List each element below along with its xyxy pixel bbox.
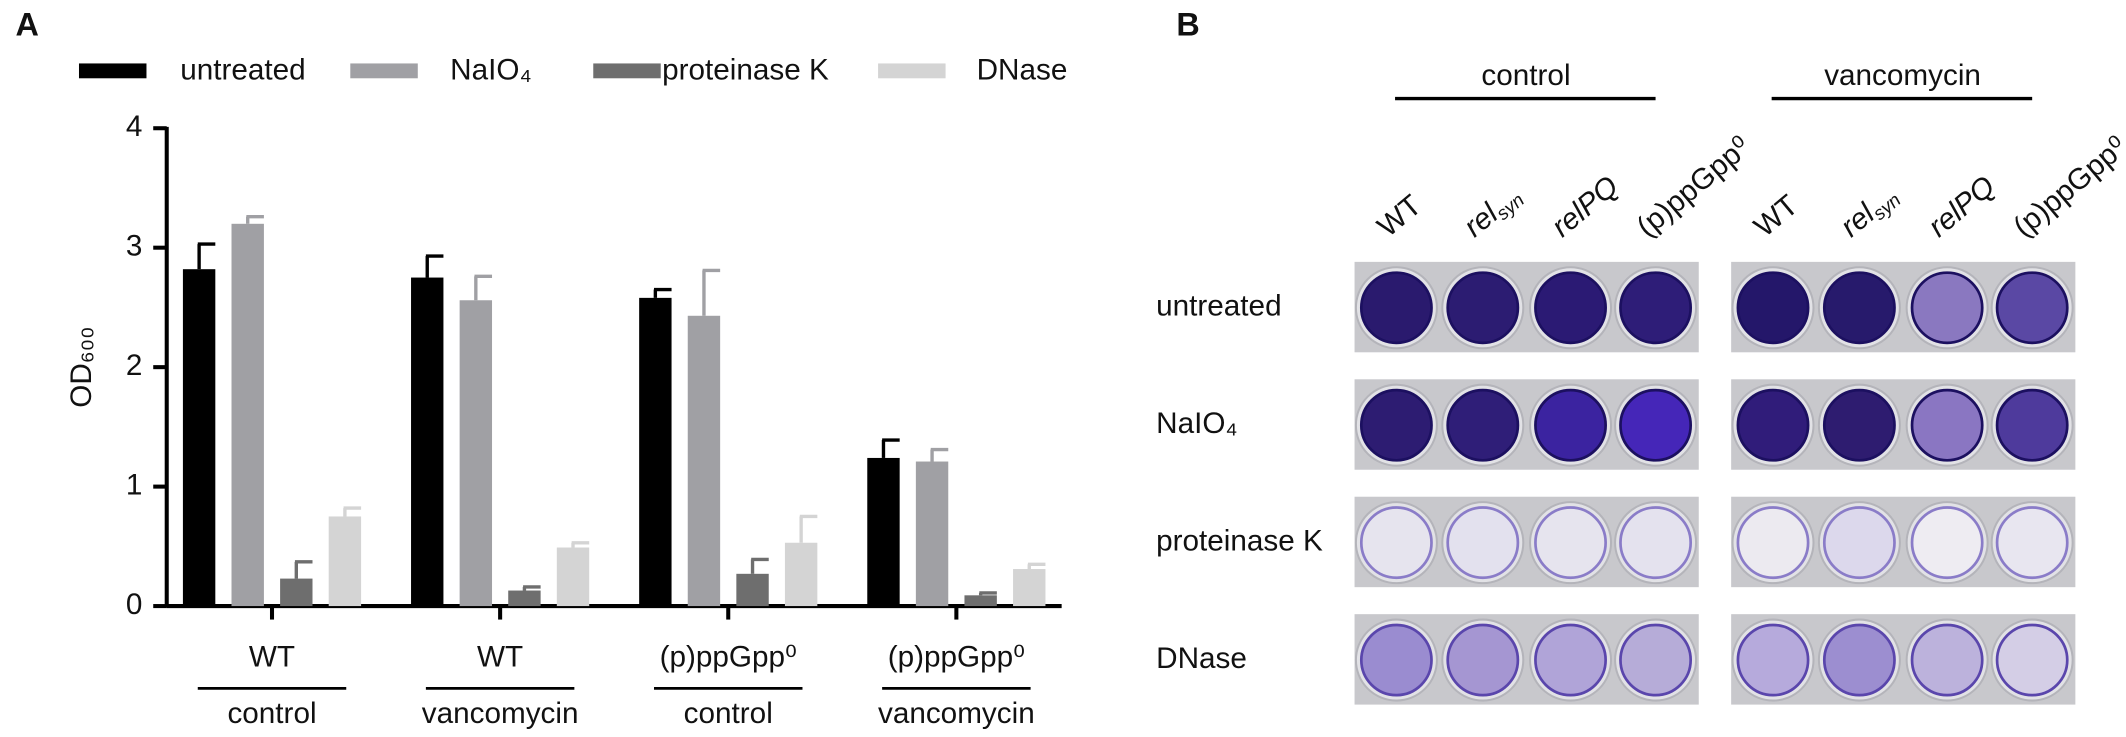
legend-label: NaIO₄	[450, 53, 531, 86]
bar	[867, 457, 900, 607]
well-stain	[1446, 271, 1520, 345]
well-stain	[1822, 623, 1896, 697]
column-label-text: (p)ppGpp⁰	[1630, 130, 1756, 244]
legend-label: untreated	[180, 53, 305, 86]
treatment-header: control	[1481, 59, 1570, 92]
column-label-text: (p)ppGpp⁰	[2007, 130, 2126, 244]
well-stain	[1736, 623, 1810, 697]
row-label: proteinase K	[1156, 524, 1323, 557]
y-tick-label: 2	[126, 349, 143, 382]
well-stain	[1995, 623, 2069, 697]
well-stain	[1736, 388, 1810, 462]
panel-label: A	[16, 7, 39, 43]
column-label: relPQ	[1545, 169, 1624, 243]
bar	[915, 461, 949, 607]
column-label: WT	[1748, 189, 1805, 244]
bar	[1013, 569, 1046, 607]
column-label-text: WT	[1371, 189, 1428, 244]
well-stain	[1910, 271, 1984, 345]
x-tick-label: WT	[249, 641, 295, 674]
well-stain	[1910, 506, 1984, 580]
row-label: untreated	[1156, 290, 1281, 323]
well-stain	[1619, 271, 1693, 345]
group-label: vancomycin	[422, 697, 579, 730]
bar	[459, 300, 493, 607]
well-stain	[1446, 623, 1520, 697]
well-stain	[1995, 271, 2069, 345]
well-stain	[1446, 506, 1520, 580]
panel-label: B	[1176, 7, 1199, 43]
row-label: DNase	[1156, 642, 1247, 675]
bar	[687, 315, 721, 607]
column-label-text: relPQ	[1545, 169, 1624, 243]
bar	[280, 578, 313, 607]
well-stain	[1736, 271, 1810, 345]
well-stain	[1822, 388, 1896, 462]
well-stain	[1619, 623, 1693, 697]
well-stain	[1534, 388, 1607, 462]
well-stain	[1359, 623, 1433, 697]
well-stain	[1995, 388, 2069, 462]
column-label: relsyn	[1834, 178, 1905, 246]
column-label-text: WT	[1748, 189, 1805, 244]
well-stain	[1446, 388, 1520, 462]
well-stain	[1822, 506, 1896, 580]
bar	[784, 542, 818, 607]
well-stain	[1619, 506, 1693, 580]
well-stain	[1910, 623, 1984, 697]
group-label: control	[227, 697, 316, 730]
y-tick-label: 0	[126, 588, 143, 621]
bar	[182, 269, 216, 607]
column-label-text: relPQ	[1922, 169, 2001, 243]
well-stain	[1619, 388, 1693, 462]
well-stain	[1359, 271, 1433, 345]
legend-label: proteinase K	[662, 53, 829, 86]
legend-swatch	[593, 63, 661, 79]
bar	[231, 223, 264, 607]
column-label: relsyn	[1458, 178, 1529, 246]
bar	[556, 547, 590, 607]
y-tick-label: 3	[126, 230, 143, 263]
well-stain	[1822, 271, 1896, 345]
legend-swatch	[78, 63, 147, 79]
y-tick-label: 4	[126, 110, 143, 143]
group-label: control	[684, 697, 773, 730]
well-stain	[1736, 506, 1810, 580]
bar	[411, 277, 444, 607]
well-stain	[1995, 506, 2069, 580]
well-stain	[1534, 623, 1607, 697]
x-tick-label: (p)ppGpp⁰	[660, 641, 797, 674]
legend-label: DNase	[977, 53, 1068, 86]
well-stain	[1534, 506, 1607, 580]
y-tick-label: 1	[126, 468, 143, 501]
well-stain	[1910, 388, 1984, 462]
well-stain	[1534, 271, 1607, 345]
group-label: vancomycin	[878, 697, 1035, 730]
well-stain	[1359, 506, 1433, 580]
bar	[508, 590, 541, 607]
x-tick-label: (p)ppGpp⁰	[888, 641, 1025, 674]
column-label: WT	[1371, 189, 1428, 244]
y-axis-label: OD₆₀₀	[65, 327, 98, 408]
bar	[736, 573, 769, 607]
treatment-header: vancomycin	[1824, 59, 1981, 92]
column-label: relPQ	[1922, 169, 2001, 243]
bar	[328, 516, 362, 607]
well-stain	[1359, 388, 1433, 462]
column-label: (p)ppGpp⁰	[1630, 130, 1756, 244]
x-tick-label: WT	[477, 641, 523, 674]
column-label: (p)ppGpp⁰	[2007, 130, 2126, 244]
bar	[639, 297, 672, 607]
row-label: NaIO₄	[1156, 407, 1237, 440]
bar	[964, 595, 997, 607]
legend-swatch	[878, 63, 946, 79]
legend-swatch	[350, 63, 418, 79]
